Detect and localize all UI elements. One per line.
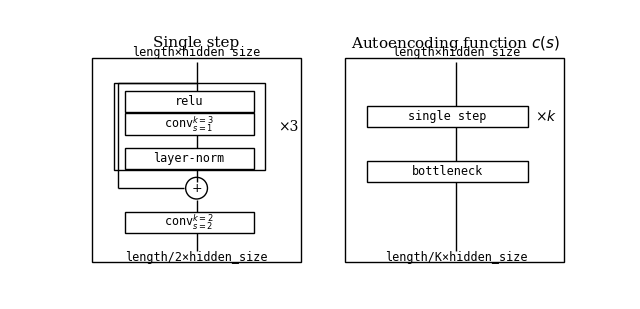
Text: bottleneck: bottleneck (412, 165, 483, 178)
Bar (92, 58, 301, 262)
Bar (125, 91, 253, 112)
Text: length/2×hidden_size: length/2×hidden_size (125, 251, 268, 264)
Text: conv$^{k=3}_{s=1}$: conv$^{k=3}_{s=1}$ (164, 114, 214, 133)
Text: length/K×hidden_size: length/K×hidden_size (385, 251, 527, 264)
Bar (114, 83, 265, 170)
Bar (346, 58, 564, 262)
Text: length×hidden_size: length×hidden_size (132, 46, 260, 59)
Text: Single step: Single step (154, 36, 240, 50)
Text: single step: single step (408, 110, 486, 123)
Text: +: + (191, 182, 202, 195)
Bar (125, 148, 253, 169)
Text: ×3: ×3 (278, 121, 299, 134)
Bar (367, 106, 528, 128)
Bar (367, 161, 528, 182)
Text: layer-norm: layer-norm (154, 152, 225, 165)
Text: relu: relu (175, 95, 204, 108)
Bar (125, 113, 253, 135)
Text: ×$k$: ×$k$ (535, 109, 557, 124)
Text: conv$^{k=2}_{s=2}$: conv$^{k=2}_{s=2}$ (164, 213, 214, 232)
Text: Autoencoding function $c(s)$: Autoencoding function $c(s)$ (351, 34, 561, 53)
Bar (125, 212, 253, 233)
Text: length×hidden_size: length×hidden_size (392, 46, 520, 59)
